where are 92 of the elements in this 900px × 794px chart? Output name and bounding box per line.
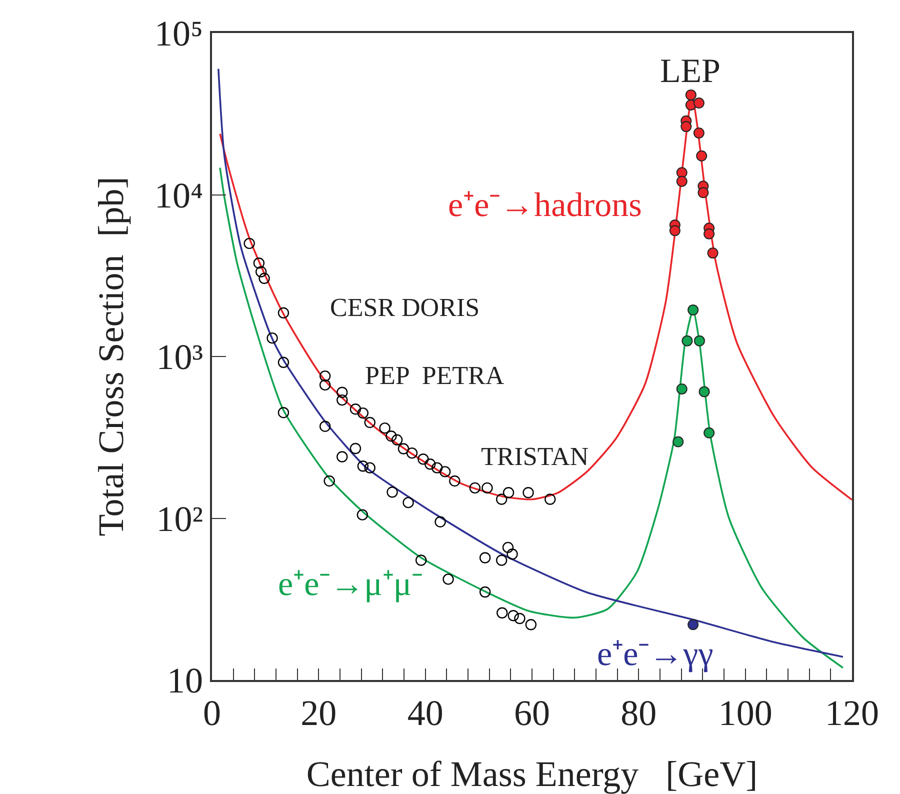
point <box>482 482 493 494</box>
point <box>506 548 518 560</box>
point <box>696 150 708 162</box>
point <box>669 225 680 236</box>
point <box>698 386 710 398</box>
point <box>364 416 376 428</box>
point <box>278 356 290 368</box>
point <box>319 370 331 382</box>
point <box>424 458 436 470</box>
point <box>319 379 331 391</box>
point <box>364 462 376 474</box>
point <box>676 383 688 394</box>
point <box>357 407 369 419</box>
annotation: TRISTAN <box>481 442 589 471</box>
series-label: e⁺e⁻→μ⁺μ⁻ <box>278 566 423 603</box>
point <box>479 552 491 564</box>
point <box>431 462 443 474</box>
x-axis-title: Center of Mass Energy [GeV] <box>306 754 758 794</box>
point <box>544 494 556 505</box>
point <box>522 487 534 498</box>
x-tick-label: 60 <box>514 692 550 733</box>
point <box>278 307 290 319</box>
point <box>676 167 688 178</box>
point <box>244 238 255 250</box>
point <box>496 494 508 505</box>
x-tick-label: 20 <box>300 692 337 733</box>
point <box>336 451 348 462</box>
x-tick-label: 40 <box>407 692 444 733</box>
point <box>496 554 508 566</box>
x-tick-label: 120 <box>825 692 879 733</box>
y-tick-label: 10³ <box>156 337 204 378</box>
series-label: e⁺e⁻→hadrons <box>448 187 642 224</box>
point <box>398 443 410 454</box>
point <box>266 332 278 344</box>
point <box>319 420 331 432</box>
point <box>418 454 429 465</box>
y-axis-title: Total Cross Section [pb] <box>90 176 131 536</box>
point <box>336 386 348 398</box>
point <box>434 516 446 528</box>
annotation: CESR DORIS <box>330 293 480 322</box>
x-tick-label: 100 <box>718 692 772 733</box>
point <box>698 187 709 198</box>
point <box>682 335 693 346</box>
point <box>514 612 526 624</box>
point <box>324 475 335 487</box>
point <box>386 430 397 442</box>
point <box>402 496 414 508</box>
point <box>676 176 688 187</box>
point <box>255 266 267 278</box>
point <box>449 475 460 487</box>
point <box>253 257 265 269</box>
point <box>508 610 519 622</box>
point <box>502 487 514 498</box>
y-tick-label: 10⁵ <box>154 14 204 54</box>
point <box>415 554 427 566</box>
annotation: LEP <box>660 53 720 90</box>
y-tick-label: 10² <box>156 498 204 539</box>
point <box>439 466 451 478</box>
point <box>704 427 715 438</box>
point <box>694 335 705 346</box>
point <box>350 442 362 454</box>
point <box>525 619 537 630</box>
y-tick-label: 10 <box>167 660 204 701</box>
point <box>693 98 704 109</box>
point <box>350 403 362 415</box>
x-tick-label: 0 <box>203 692 221 733</box>
point <box>442 574 454 585</box>
point <box>479 586 491 598</box>
point <box>469 482 481 494</box>
point <box>688 619 699 630</box>
y-tick-label: 10⁴ <box>154 175 204 216</box>
point <box>357 460 369 472</box>
point <box>685 89 696 100</box>
point <box>707 248 718 259</box>
point <box>406 447 418 459</box>
point <box>502 542 514 554</box>
point <box>278 406 290 418</box>
point <box>688 304 699 316</box>
point <box>693 127 704 138</box>
point <box>386 486 398 498</box>
point <box>356 509 368 520</box>
point <box>704 228 715 240</box>
series-label: e⁺e⁻→γγ <box>597 636 714 673</box>
point <box>379 422 390 434</box>
point <box>336 394 348 406</box>
point <box>680 121 692 132</box>
point <box>672 436 684 448</box>
annotation: PEP PETRA <box>365 361 504 390</box>
point <box>258 272 270 284</box>
point <box>496 607 508 618</box>
x-tick-label: 80 <box>620 692 657 733</box>
point <box>391 434 403 446</box>
